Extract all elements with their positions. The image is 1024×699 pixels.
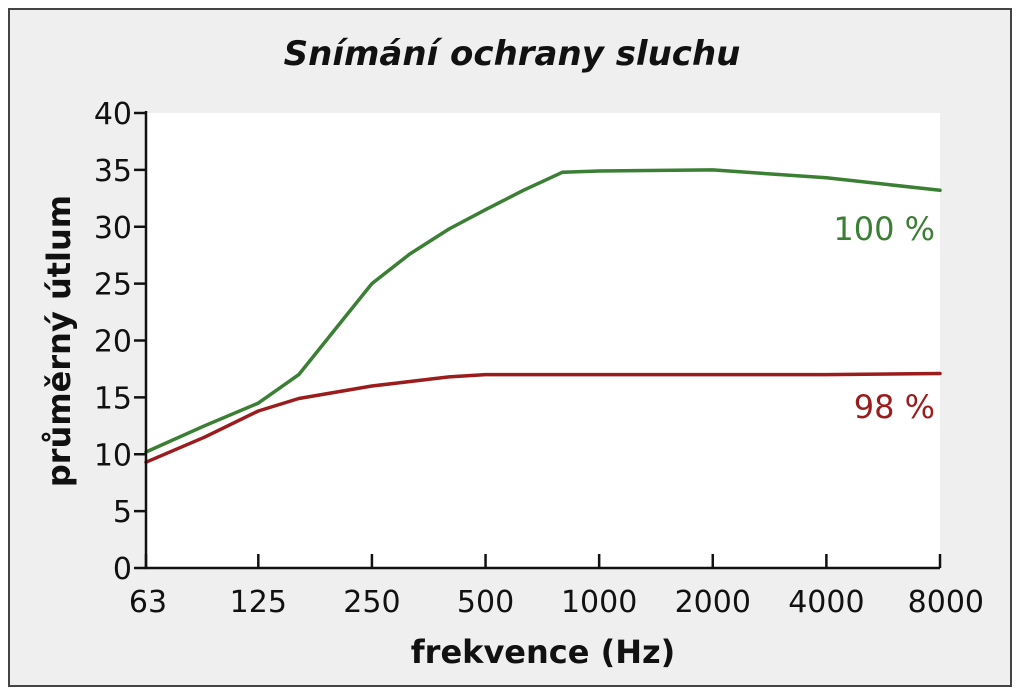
x-axis-label: frekvence (Hz) — [411, 633, 676, 671]
x-tick-label: 4000 — [788, 585, 864, 620]
series-labels: 100 % 98 % — [833, 210, 935, 426]
y-ticks: 0 5 10 15 20 25 30 35 40 — [94, 97, 146, 587]
y-tick-label: 5 — [113, 495, 132, 530]
x-tick-label: 63 — [129, 585, 167, 620]
y-axis-label: průměrný útlum — [40, 195, 78, 487]
y-tick-label: 0 — [113, 552, 132, 587]
x-ticks: 63 125 250 500 1000 2000 4000 8000 — [129, 554, 984, 620]
x-tick-label: 125 — [230, 585, 287, 620]
series-label-0: 100 % — [833, 210, 935, 248]
x-tick-label: 500 — [457, 585, 514, 620]
y-tick-label: 40 — [94, 97, 132, 132]
x-tick-label: 2000 — [675, 585, 751, 620]
series-line-0 — [144, 168, 942, 454]
y-tick-label: 20 — [94, 325, 132, 360]
x-tick-label: 8000 — [908, 585, 984, 620]
y-tick-label: 30 — [94, 211, 132, 246]
series-label-1: 98 % — [854, 388, 935, 426]
x-tick-label: 250 — [343, 585, 400, 620]
series-line-1 — [144, 371, 942, 464]
series-layer — [144, 168, 942, 464]
plot-area — [146, 113, 940, 568]
x-tick-label: 1000 — [561, 585, 637, 620]
chart-title: Snímání ochrany sluchu — [284, 34, 741, 74]
y-tick-label: 10 — [94, 438, 132, 473]
y-tick-label: 35 — [94, 154, 132, 189]
y-tick-label: 15 — [94, 381, 132, 416]
y-tick-label: 25 — [94, 268, 132, 303]
